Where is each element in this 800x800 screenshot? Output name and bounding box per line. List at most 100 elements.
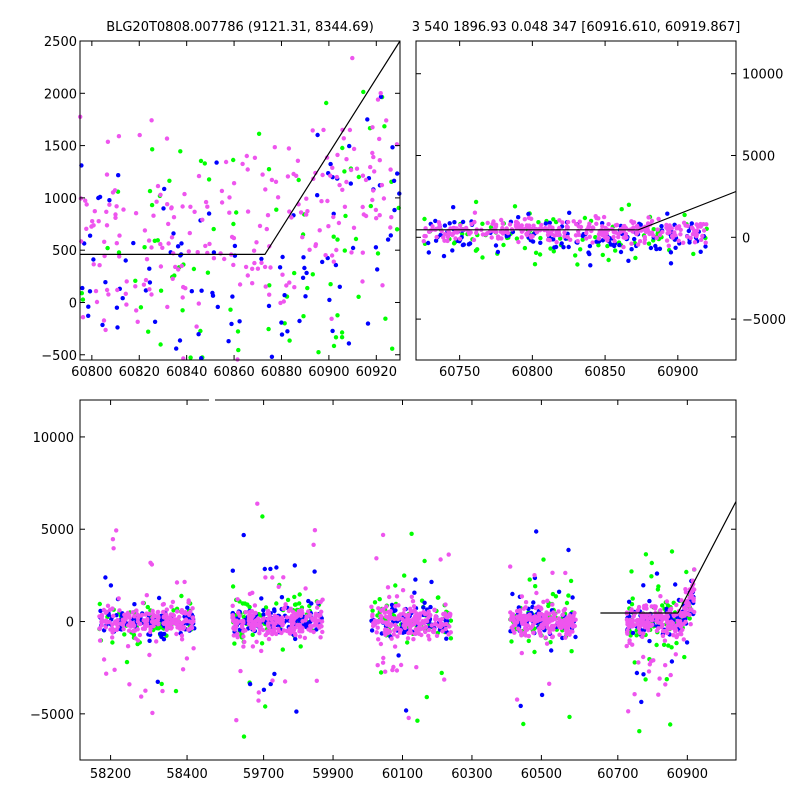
point-magenta: [601, 214, 607, 220]
point-green: [198, 158, 204, 164]
point-magenta: [385, 585, 391, 590]
point-magenta: [681, 637, 686, 642]
point-green: [526, 638, 531, 644]
x-tick-label: 60800: [512, 365, 553, 380]
point-magenta: [625, 620, 630, 625]
point-green: [480, 255, 485, 260]
point-blue: [617, 242, 622, 248]
point-blue: [147, 266, 152, 271]
point-blue: [534, 529, 539, 534]
point-green: [422, 216, 427, 222]
point-blue: [199, 356, 204, 361]
point-magenta: [408, 628, 413, 633]
point-magenta: [543, 635, 548, 640]
point-green: [551, 217, 556, 222]
point-blue: [131, 240, 136, 246]
point-magenta: [154, 199, 159, 204]
point-blue: [268, 681, 273, 687]
point-magenta: [655, 227, 660, 232]
point-blue: [686, 228, 691, 234]
point-magenta: [684, 610, 689, 616]
point-magenta: [340, 187, 345, 192]
point-blue: [630, 630, 636, 636]
point-magenta: [253, 618, 258, 623]
point-green: [298, 644, 303, 649]
point-green: [564, 600, 570, 606]
point-green: [372, 600, 378, 605]
point-magenta: [545, 598, 550, 603]
point-magenta: [267, 292, 272, 297]
point-green: [643, 552, 649, 557]
point-magenta: [268, 265, 273, 270]
point-magenta: [412, 608, 417, 613]
point-magenta: [698, 224, 703, 229]
point-magenta: [133, 211, 139, 216]
point-magenta: [531, 615, 536, 620]
point-blue: [277, 265, 283, 270]
point-magenta: [170, 599, 176, 605]
x-tick-label: 60820: [119, 365, 160, 380]
point-green: [150, 147, 155, 152]
point-blue: [391, 178, 397, 183]
x-tick-label: 60920: [356, 365, 397, 380]
point-magenta: [623, 235, 628, 240]
point-magenta: [544, 641, 550, 646]
model-line: [600, 501, 737, 614]
point-magenta: [360, 250, 365, 255]
point-magenta: [676, 622, 681, 627]
point-magenta: [699, 237, 704, 242]
point-magenta: [168, 626, 174, 631]
point-magenta: [235, 597, 240, 602]
point-magenta: [177, 614, 182, 620]
point-magenta: [319, 609, 324, 614]
point-magenta: [422, 625, 428, 630]
panel-bottom-ticks: 58200 58400 59700 59900 60100 60300 60500 60700…: [30, 400, 736, 782]
point-green: [280, 647, 285, 652]
point-magenta: [395, 634, 400, 639]
x-tick-label: 60500: [521, 767, 562, 782]
point-blue: [665, 211, 670, 216]
point-magenta: [259, 648, 264, 654]
point-magenta: [150, 608, 155, 614]
point-magenta: [166, 241, 171, 246]
point-magenta: [563, 628, 569, 633]
point-green: [335, 237, 340, 242]
point-blue: [306, 598, 311, 604]
point-magenta: [685, 234, 690, 239]
point-magenta: [654, 628, 660, 633]
point-blue: [526, 211, 531, 217]
point-magenta: [257, 627, 263, 632]
point-magenta: [636, 660, 641, 665]
point-green: [674, 640, 679, 646]
point-blue: [87, 289, 93, 294]
point-magenta: [377, 136, 382, 142]
point-blue: [389, 602, 395, 608]
point-blue: [648, 245, 654, 251]
point-green: [582, 215, 588, 221]
point-green: [580, 237, 585, 242]
point-green: [305, 285, 310, 291]
point-magenta: [669, 226, 674, 231]
point-magenta: [565, 234, 570, 240]
point-magenta: [602, 228, 607, 233]
point-green: [242, 601, 248, 606]
point-magenta: [283, 602, 288, 607]
point-green: [630, 596, 635, 601]
point-magenta: [664, 599, 670, 604]
point-magenta: [115, 287, 120, 293]
point-blue: [403, 708, 409, 713]
point-magenta: [373, 207, 379, 213]
point-magenta: [251, 627, 257, 633]
point-magenta: [376, 618, 381, 624]
point-magenta: [636, 604, 642, 610]
point-green: [310, 272, 315, 277]
point-magenta: [411, 637, 416, 642]
point-magenta: [315, 605, 320, 610]
point-blue: [388, 233, 393, 238]
point-green: [97, 601, 103, 607]
point-blue: [442, 223, 448, 228]
point-magenta: [142, 228, 148, 233]
point-magenta: [112, 667, 117, 672]
point-green: [383, 316, 388, 321]
point-green: [664, 677, 669, 682]
